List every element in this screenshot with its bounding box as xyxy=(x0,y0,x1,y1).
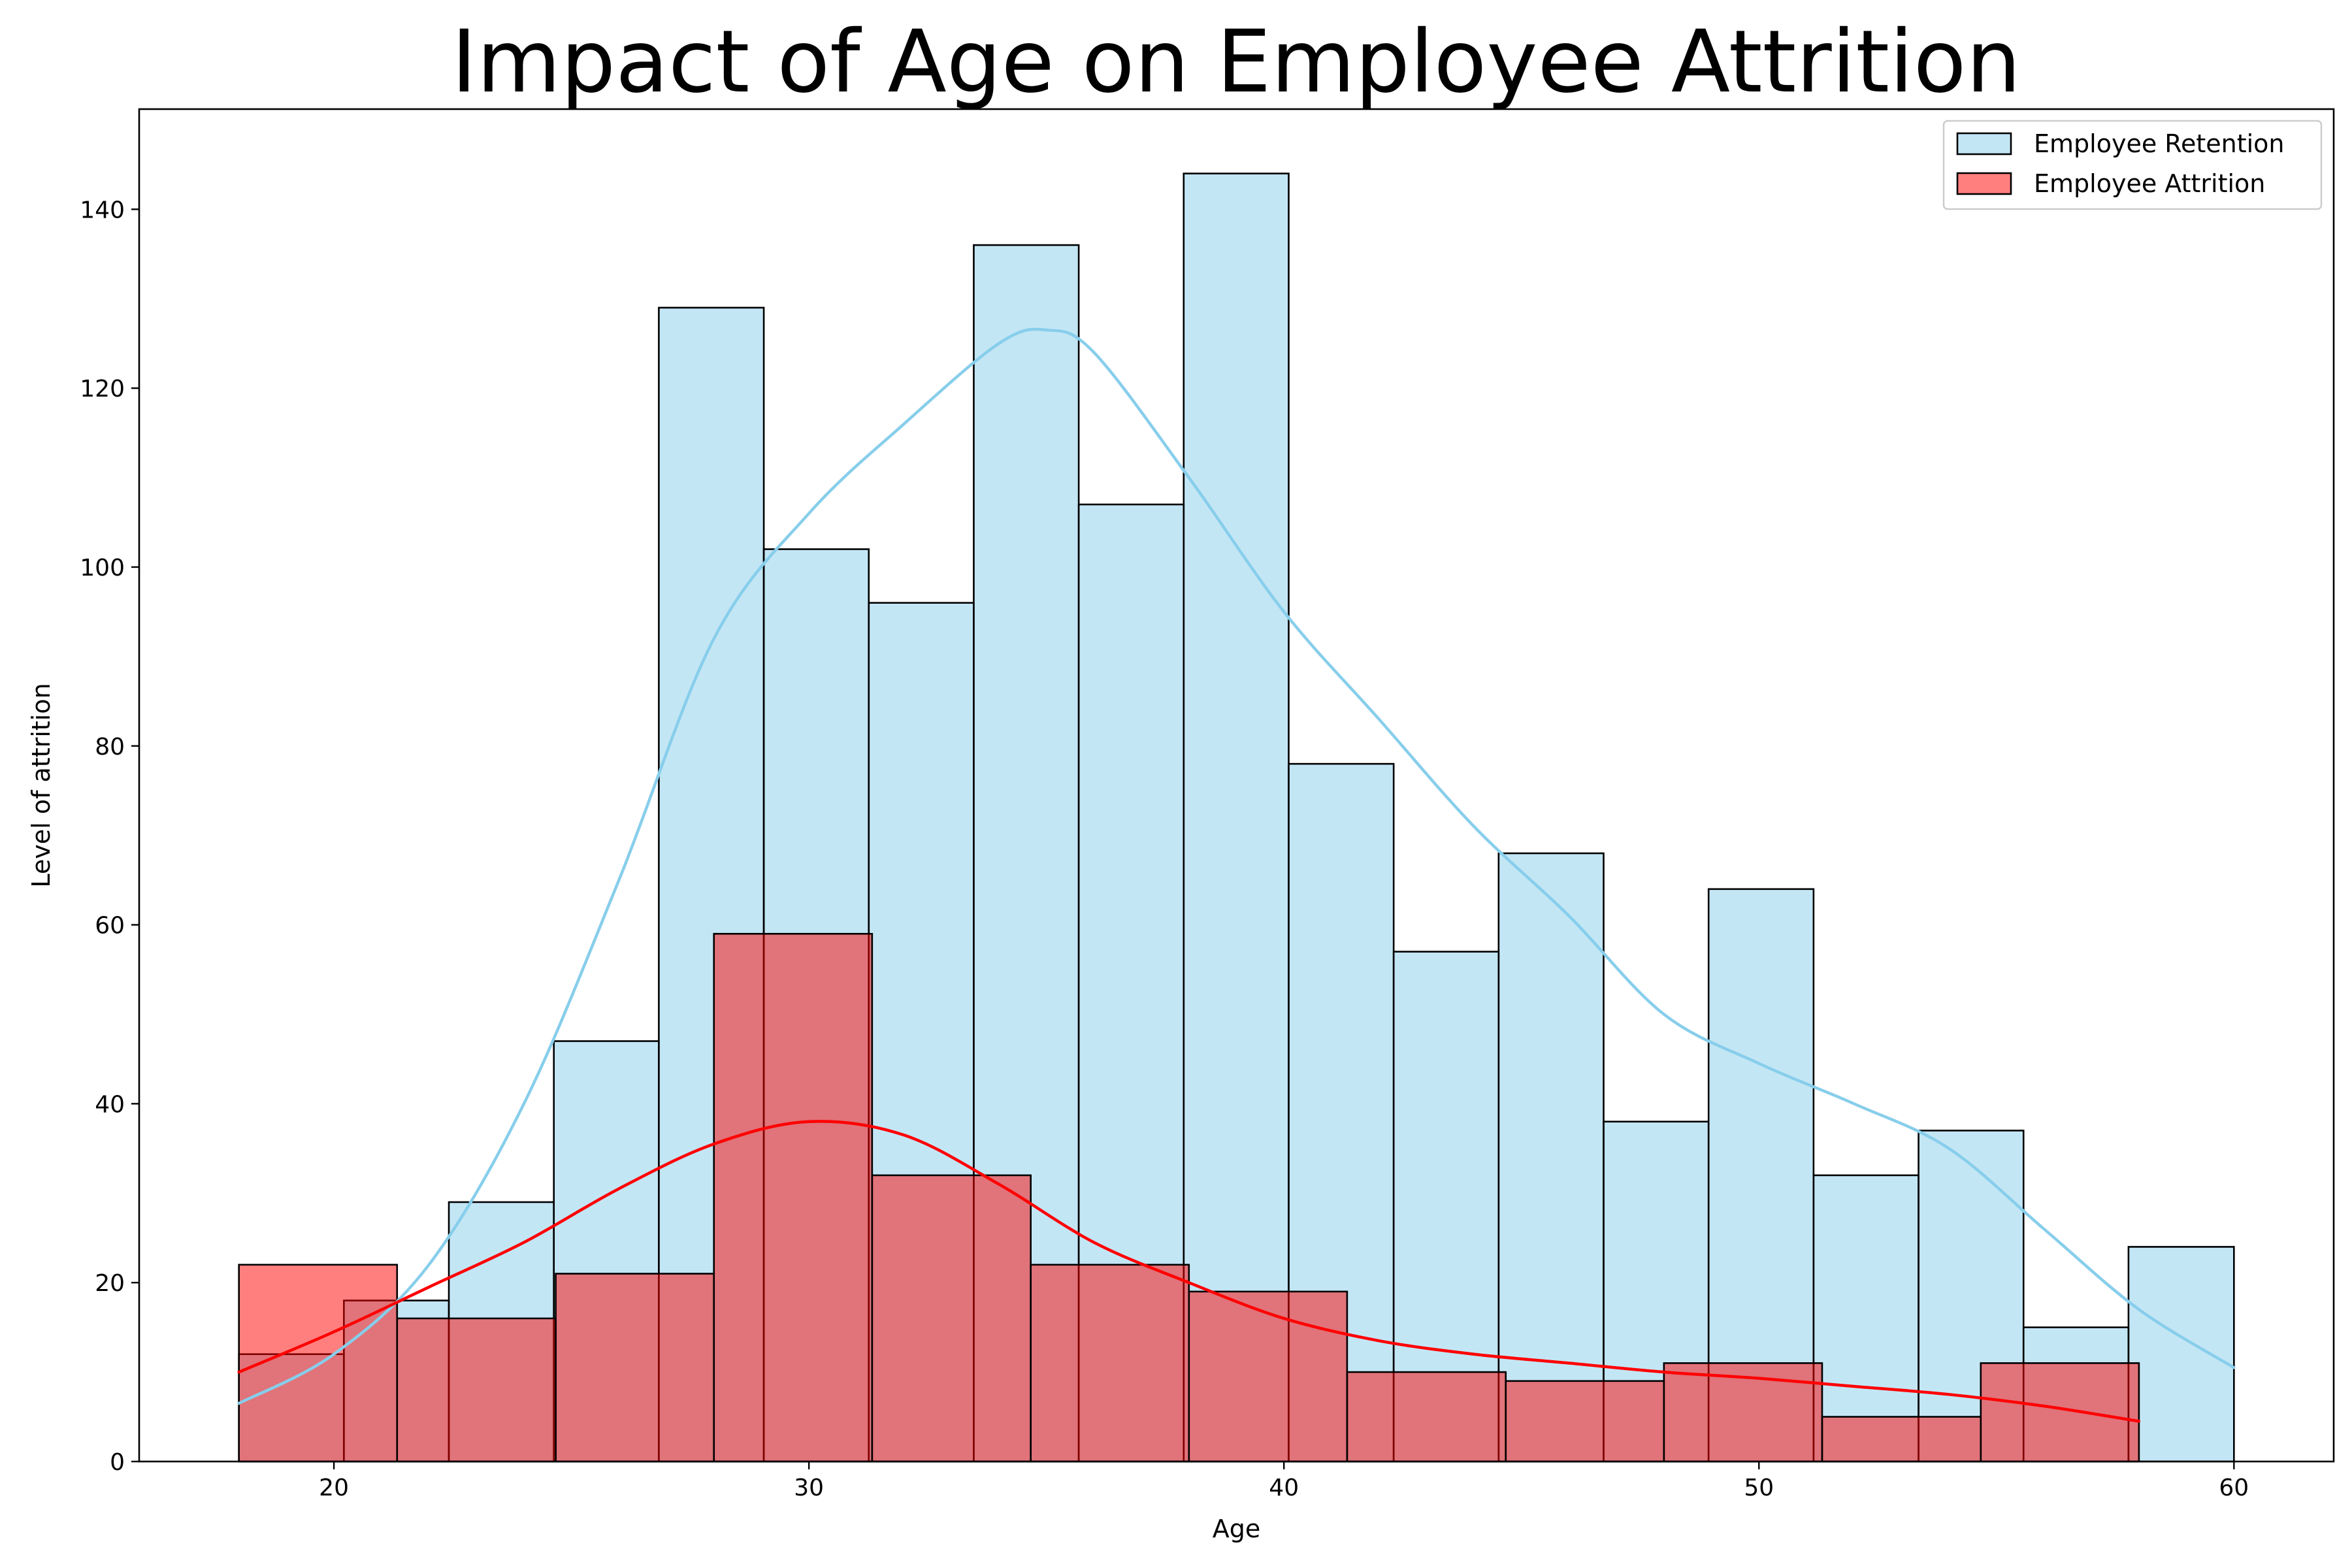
retention-bar xyxy=(1183,172,1290,1463)
attrition-bar xyxy=(1505,1380,1665,1463)
y-tick-label: 0 xyxy=(110,1449,125,1476)
attrition-bar xyxy=(1821,1416,1982,1463)
legend-box xyxy=(1942,120,2323,210)
retention-bar xyxy=(2127,1246,2235,1463)
attrition-bar xyxy=(555,1273,715,1463)
attrition-bar xyxy=(1030,1264,1190,1463)
attrition-bar xyxy=(871,1174,1032,1463)
plot-frame xyxy=(138,108,2335,1463)
retention-bar xyxy=(1812,1174,1919,1463)
attrition-bar xyxy=(1346,1371,1507,1463)
chart-title: Impact of Age on Employee Attrition xyxy=(451,12,2021,112)
y-tick-label: 140 xyxy=(80,197,125,223)
kde-layer xyxy=(237,327,2236,1423)
x-axis-label: Age xyxy=(1213,1514,1261,1543)
retention-bar xyxy=(1497,852,1605,1463)
attrition-bar xyxy=(1663,1362,1823,1463)
x-tick-label: 60 xyxy=(2219,1475,2249,1501)
legend-label-retention: Employee Retention xyxy=(2034,129,2285,158)
x-tick-label: 30 xyxy=(794,1475,824,1501)
bars-layer xyxy=(238,172,2235,1463)
y-tick-label: 120 xyxy=(80,376,125,402)
attrition-bar xyxy=(1980,1362,2140,1463)
y-axis-label: Level of attrition xyxy=(27,683,56,887)
y-tick-label: 40 xyxy=(95,1091,125,1118)
legend-swatch-retention xyxy=(1956,132,2012,155)
legend-label-attrition: Employee Attrition xyxy=(2034,169,2265,198)
x-tick-label: 40 xyxy=(1269,1475,1299,1501)
legend-swatch-attrition xyxy=(1956,172,2012,195)
y-tick-label: 20 xyxy=(95,1270,125,1297)
retention-kde-line xyxy=(237,327,2236,1405)
attrition-bar xyxy=(396,1317,557,1463)
attrition-bar xyxy=(1188,1290,1348,1463)
ticks-layer: 20 30 40 50 60 0 20 40 60 80 100 120 140 xyxy=(80,197,2249,1501)
x-tick-label: 50 xyxy=(1744,1475,1774,1501)
attrition-bar xyxy=(713,932,874,1463)
attrition-kde-line xyxy=(237,1120,2141,1423)
y-tick-label: 80 xyxy=(95,734,125,760)
y-tick-label: 100 xyxy=(80,555,125,581)
y-tick-label: 60 xyxy=(95,913,125,939)
x-tick-label: 20 xyxy=(319,1475,349,1501)
legend[interactable]: Employee Retention Employee Attrition xyxy=(1942,120,2323,210)
